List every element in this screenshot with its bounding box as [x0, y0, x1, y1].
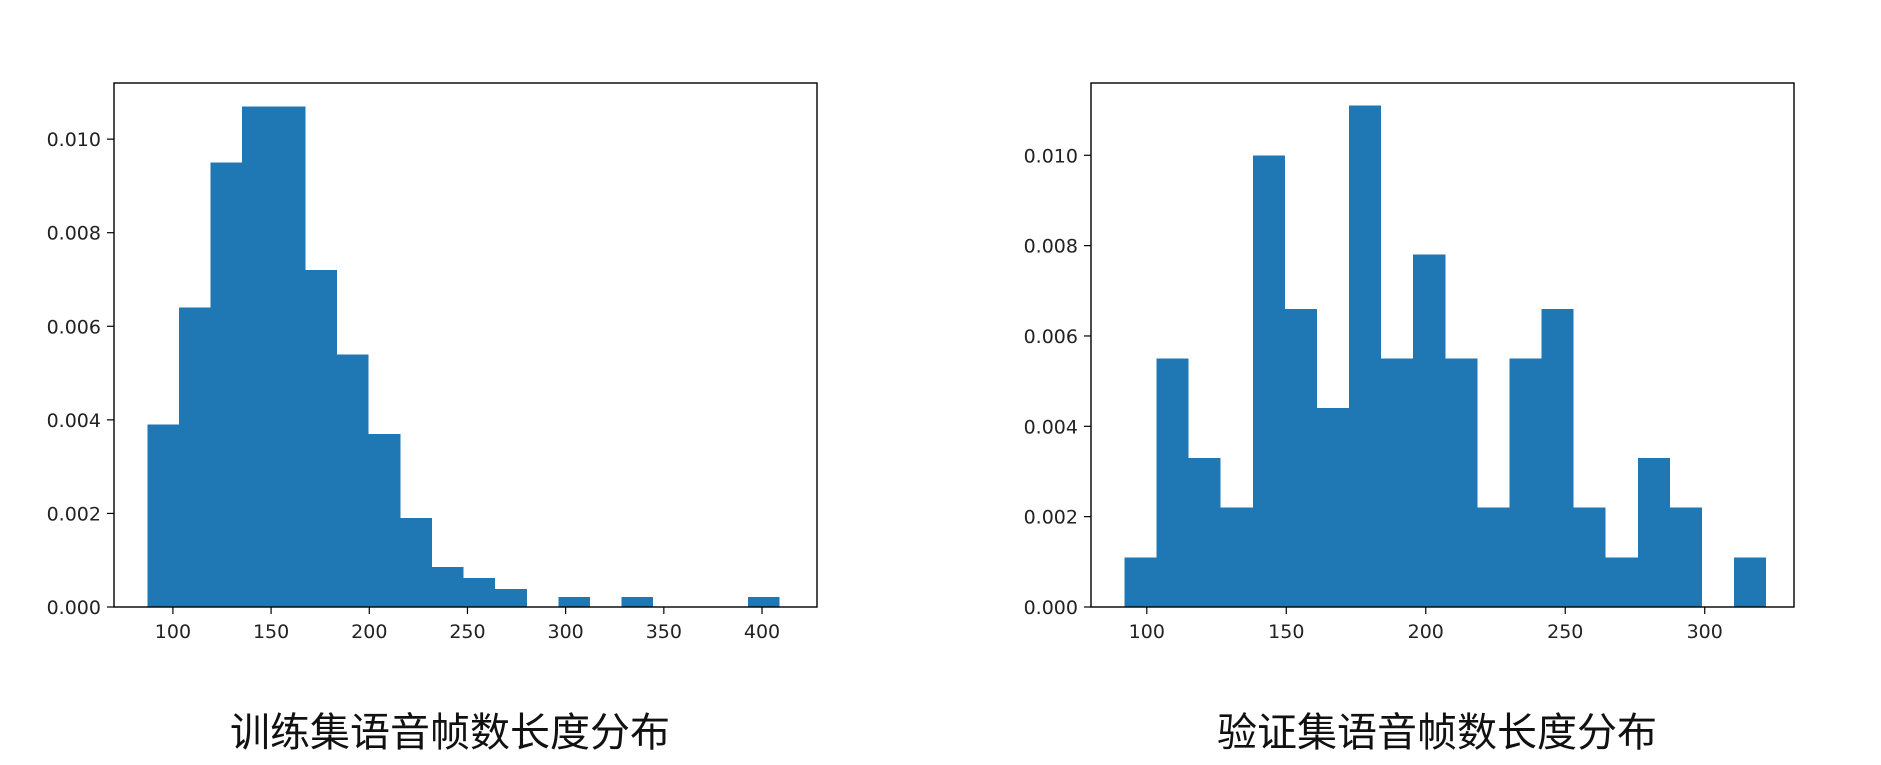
histogram-bar — [178, 307, 211, 607]
histogram-bar — [273, 106, 306, 608]
chart-2-caption: 验证集语音帧数长度分布 — [1217, 710, 1657, 756]
plot-frame — [1090, 82, 1795, 608]
histogram-bar — [1637, 457, 1670, 607]
x-tick-label: 150 — [253, 621, 289, 643]
histogram-bar — [1252, 155, 1285, 607]
x-tick-label: 350 — [646, 621, 682, 643]
histogram-bar — [147, 424, 179, 607]
x-tick-label: 300 — [548, 621, 584, 643]
histogram-bar — [400, 518, 432, 607]
y-tick-label: 0.008 — [47, 223, 101, 245]
histogram-bar — [1188, 457, 1221, 607]
chart-1: 100 150 200 250 300 350 400 0.000 0.002 0.004 0.00… — [47, 82, 818, 643]
histogram-bar — [621, 597, 654, 607]
plot-frame — [113, 82, 818, 608]
histogram-bar — [368, 433, 401, 607]
y-tick-label: 0.000 — [1024, 597, 1078, 619]
x-tick-label: 200 — [351, 621, 387, 643]
histogram-bar — [463, 577, 496, 607]
x-tick-label: 300 — [1687, 621, 1723, 643]
histogram-bar — [1316, 408, 1350, 607]
x-tick-label: 100 — [1129, 621, 1165, 643]
y-tick-label: 0.002 — [47, 503, 101, 525]
histogram-bar — [1541, 308, 1574, 607]
histogram-bar — [558, 597, 590, 607]
histogram-bar — [1445, 358, 1478, 607]
histogram-bar — [242, 106, 274, 608]
x-tick-label: 400 — [744, 621, 780, 643]
histogram-bar — [1156, 358, 1189, 607]
histogram-bar — [210, 162, 243, 608]
y-tick-label: 0.008 — [1024, 236, 1078, 258]
histogram-bar — [1477, 507, 1510, 607]
histogram-bar — [305, 270, 338, 607]
y-tick-label: 0.000 — [47, 597, 101, 619]
chart-1-caption: 训练集语音帧数长度分布 — [230, 710, 670, 756]
histogram-bar — [748, 597, 780, 607]
histogram-bar — [1734, 557, 1767, 607]
x-tick-label: 200 — [1408, 621, 1444, 643]
histogram-bar — [1509, 358, 1542, 607]
y-tick-label: 0.004 — [1024, 416, 1078, 438]
y-tick-label: 0.002 — [1024, 507, 1078, 529]
x-tick-label: 100 — [155, 621, 191, 643]
histogram-bar — [1284, 308, 1317, 607]
chart-2: 100 150 200 250 300 0.000 0.002 0.004 0.006 0.008… — [1024, 82, 1795, 643]
histogram-bar — [1605, 557, 1638, 607]
y-tick-label: 0.006 — [1024, 326, 1078, 348]
x-tick-label: 150 — [1268, 621, 1304, 643]
histogram-bar — [1220, 507, 1253, 607]
y-tick-label: 0.010 — [47, 129, 101, 151]
y-tick-label: 0.004 — [47, 410, 101, 432]
histogram-bar — [1349, 105, 1382, 607]
histogram-bar — [1413, 254, 1446, 608]
histogram-bar — [495, 588, 527, 607]
histogram-bar — [1381, 358, 1414, 607]
histogram-bar — [337, 354, 369, 607]
histogram-bar — [1669, 507, 1702, 607]
y-tick-label: 0.010 — [1024, 145, 1078, 167]
x-tick-label: 250 — [449, 621, 485, 643]
histogram-bar — [1124, 557, 1157, 607]
x-tick-label: 250 — [1547, 621, 1583, 643]
histogram-bar — [1573, 507, 1606, 607]
histogram-bar — [431, 567, 464, 607]
y-tick-label: 0.006 — [47, 316, 101, 338]
